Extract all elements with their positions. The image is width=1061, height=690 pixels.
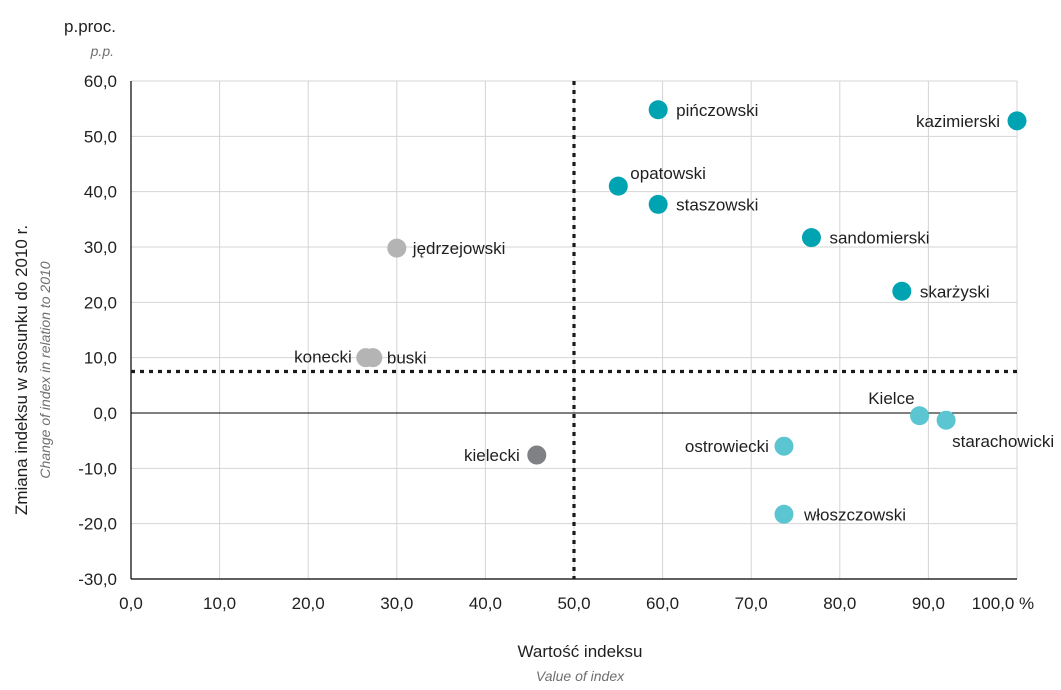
point-label-buski: buski [387, 349, 427, 368]
x-axis-subtitle: Value of index [536, 668, 625, 684]
x-tick-label: 30,0 [380, 594, 413, 613]
y-tick-label: 60,0 [84, 72, 117, 91]
y-axis-subtitle: Change of index in relation to 2010 [37, 261, 53, 478]
point-label-staszowski: staszowski [676, 195, 758, 214]
y-tick-label: -10,0 [78, 459, 117, 478]
point-label-pinczowski: pińczowski [676, 101, 758, 120]
point-label-starachowicki: starachowicki [952, 432, 1054, 451]
data-point-skarzyski [892, 281, 912, 301]
x-tick-label: 10,0 [203, 594, 236, 613]
data-point-sandomierski [801, 228, 821, 248]
data-point-starachowicki [936, 410, 956, 430]
x-tick-label: 0,0 [119, 594, 143, 613]
point-label-skarzyski: skarżyski [920, 282, 990, 301]
point-label-kazimierski: kazimierski [916, 112, 1000, 131]
data-point-jedrzejowski [387, 238, 407, 258]
y-tick-label: 40,0 [84, 183, 117, 202]
data-point-opatowski [608, 176, 628, 196]
y-tick-label: -20,0 [78, 515, 117, 534]
x-tick-label: 80,0 [823, 594, 856, 613]
data-point-buski [363, 348, 383, 368]
x-tick-label: 50,0 [557, 594, 590, 613]
data-point-kazimierski [1007, 111, 1027, 131]
data-point-staszowski [648, 194, 668, 214]
x-tick-label: 90,0 [912, 594, 945, 613]
point-labels: pińczowski kazimierski opatowski staszowski… [294, 101, 1054, 524]
point-label-opatowski: opatowski [630, 164, 706, 183]
data-point-pinczowski [648, 100, 668, 120]
reference-lines [131, 81, 1017, 579]
x-tick-label: 20,0 [292, 594, 325, 613]
x-tick-label: 40,0 [469, 594, 502, 613]
point-label-jedrzejowski: jędrzejowski [412, 239, 506, 258]
point-label-kielecki: kielecki [464, 446, 520, 465]
y-tick-label: 30,0 [84, 238, 117, 257]
y-tick-label: 20,0 [84, 293, 117, 312]
point-label-ostrowiecki: ostrowiecki [685, 437, 769, 456]
x-tick-label: 60,0 [646, 594, 679, 613]
data-point-wloszczowski [774, 504, 794, 524]
x-tick-label: 100,0 % [972, 594, 1034, 613]
y-tick-label: 0,0 [93, 404, 117, 423]
y-tick-label: 10,0 [84, 349, 117, 368]
point-label-konecki: konecki [294, 348, 352, 367]
x-axis-title: Wartość indeksu [517, 642, 642, 661]
point-label-kielce: Kielce [868, 389, 914, 408]
point-label-sandomierski: sandomierski [829, 229, 929, 248]
data-point-kielecki [527, 445, 547, 465]
data-point-kielce [910, 406, 930, 426]
data-points [356, 100, 1027, 524]
axes: 0,0 10,0 20,0 30,0 40,0 50,0 60,0 70,0 80,0 90,0 1… [78, 72, 1034, 613]
y-unit-label: p.proc. [64, 17, 116, 36]
point-label-wloszczowski: włoszczowski [803, 505, 906, 524]
data-point-ostrowiecki [774, 436, 794, 456]
y-tick-label: 50,0 [84, 127, 117, 146]
x-tick-label: 70,0 [735, 594, 768, 613]
y-tick-label: -30,0 [78, 570, 117, 589]
y-axis-title: Zmiana indeksu w stosunku do 2010 r. [12, 225, 31, 515]
y-unit-label-en: p.p. [90, 43, 114, 59]
